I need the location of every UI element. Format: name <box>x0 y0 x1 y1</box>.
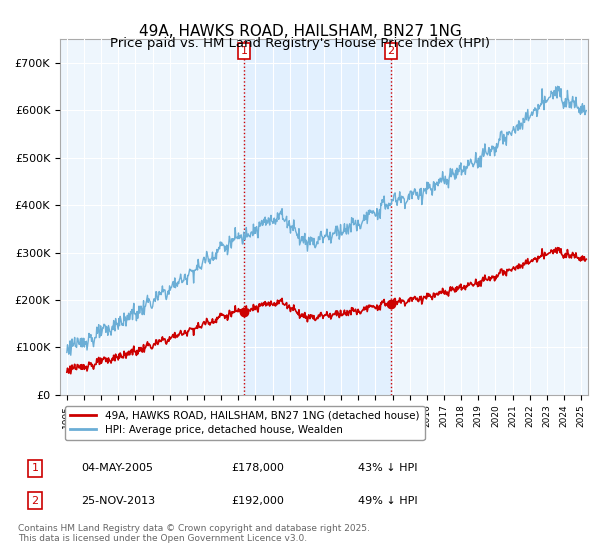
Text: 2: 2 <box>387 46 394 56</box>
Text: £178,000: £178,000 <box>231 463 284 473</box>
Text: £192,000: £192,000 <box>231 496 284 506</box>
Text: 49% ↓ HPI: 49% ↓ HPI <box>358 496 417 506</box>
Text: 1: 1 <box>241 46 248 56</box>
Text: 49A, HAWKS ROAD, HAILSHAM, BN27 1NG: 49A, HAWKS ROAD, HAILSHAM, BN27 1NG <box>139 24 461 39</box>
Text: 1: 1 <box>32 463 38 473</box>
Text: 2: 2 <box>31 496 38 506</box>
Bar <box>244 39 391 395</box>
Text: 04-MAY-2005: 04-MAY-2005 <box>81 463 153 473</box>
Text: Contains HM Land Registry data © Crown copyright and database right 2025.
This d: Contains HM Land Registry data © Crown c… <box>18 524 370 543</box>
Text: 25-NOV-2013: 25-NOV-2013 <box>81 496 155 506</box>
Text: Price paid vs. HM Land Registry's House Price Index (HPI): Price paid vs. HM Land Registry's House … <box>110 37 490 50</box>
Legend: 49A, HAWKS ROAD, HAILSHAM, BN27 1NG (detached house), HPI: Average price, detach: 49A, HAWKS ROAD, HAILSHAM, BN27 1NG (det… <box>65 405 425 440</box>
Text: 43% ↓ HPI: 43% ↓ HPI <box>358 463 417 473</box>
